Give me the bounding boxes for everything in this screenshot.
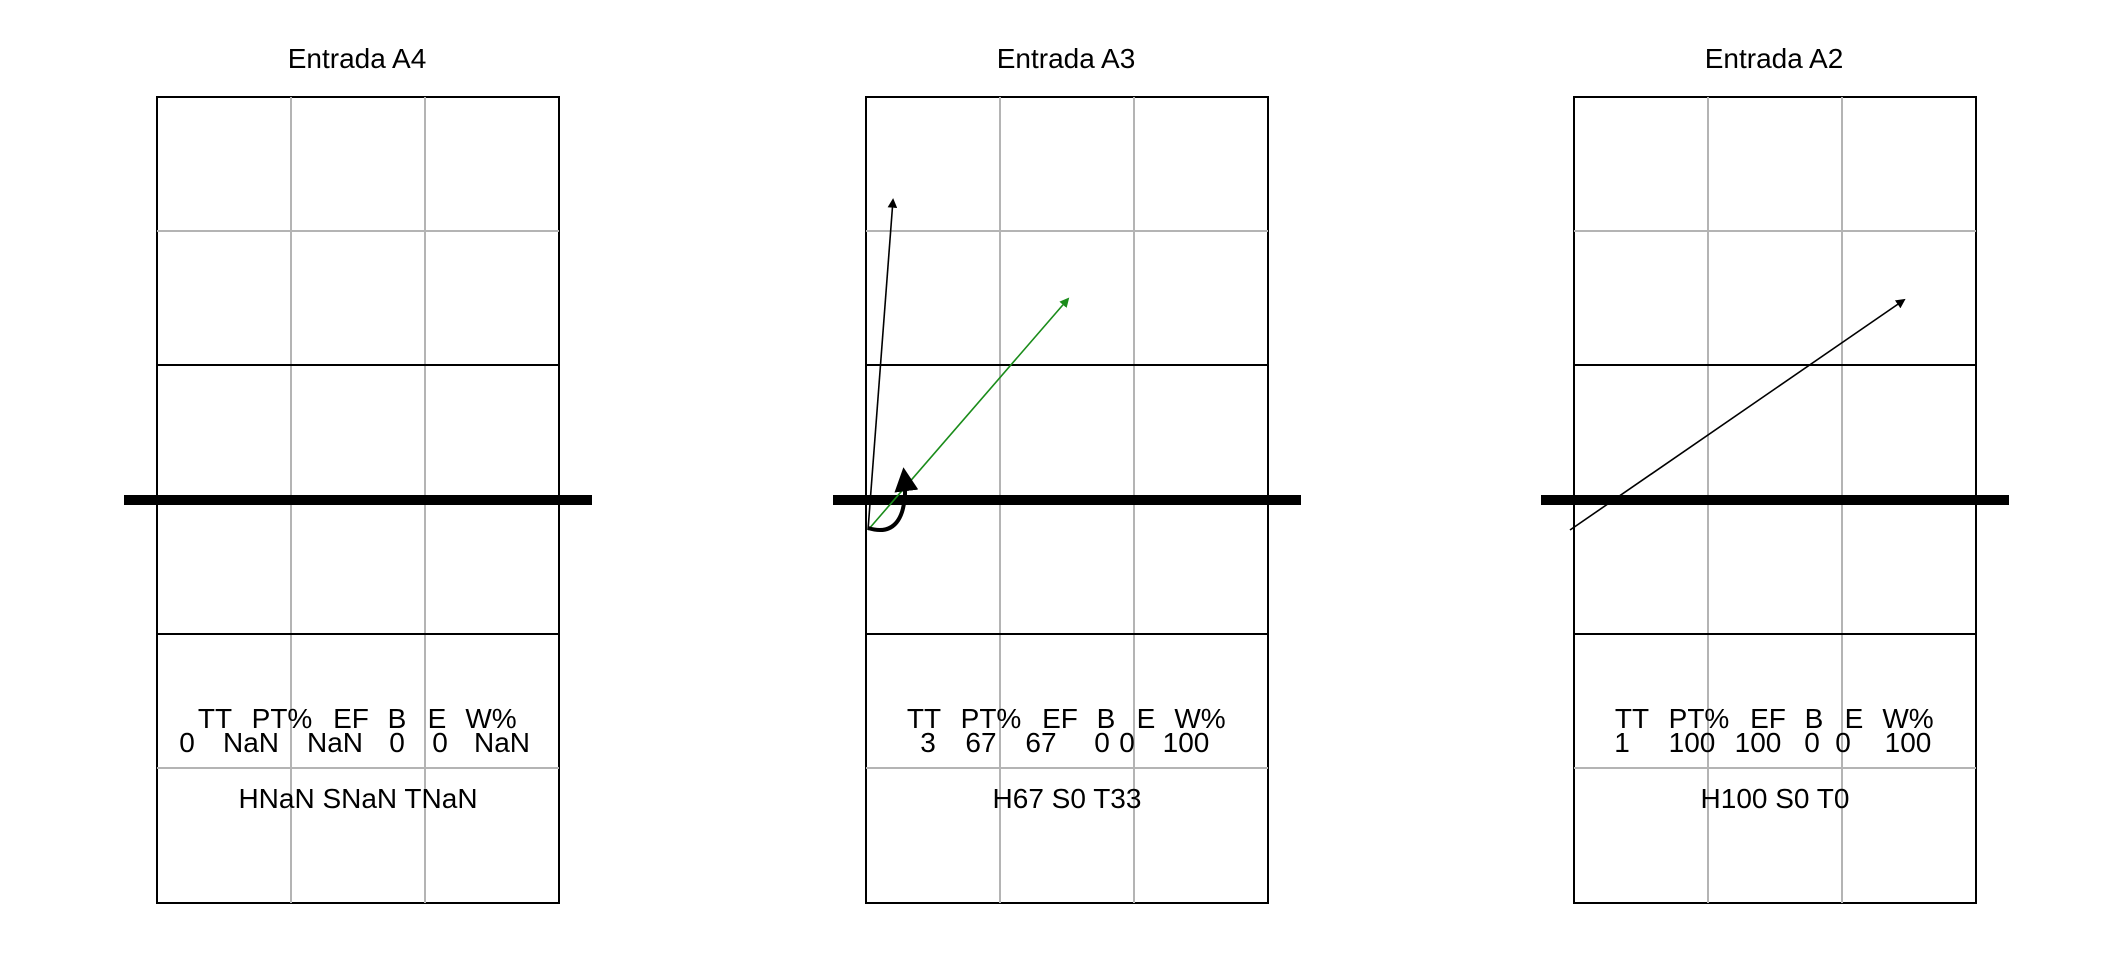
stats-header: TT PT% EF B E W% bbox=[907, 703, 1226, 734]
summary-line: HNaN SNaN TNaN bbox=[238, 783, 477, 814]
svg-text:0: 0 bbox=[1119, 727, 1135, 758]
svg-text:B: B bbox=[388, 703, 407, 734]
panel-entrada-a3: Entrada A3 TT PT% EF B E W% 3 67 6 bbox=[833, 43, 1301, 904]
svg-text:100: 100 bbox=[1735, 727, 1782, 758]
svg-text:0: 0 bbox=[1835, 727, 1851, 758]
svg-text:W%: W% bbox=[1882, 703, 1933, 734]
svg-text:67: 67 bbox=[1025, 727, 1056, 758]
svg-text:NaN: NaN bbox=[223, 727, 279, 758]
attack-arrows bbox=[867, 198, 1070, 532]
summary-line: H100 S0 T0 bbox=[1701, 783, 1850, 814]
svg-text:3: 3 bbox=[920, 727, 936, 758]
attack-arrow-black bbox=[867, 198, 898, 531]
stats-header: TT PT% EF B E W% bbox=[1615, 703, 1934, 734]
stats-values: 3 67 67 0 0 100 bbox=[920, 727, 1209, 758]
svg-text:EF: EF bbox=[333, 703, 369, 734]
svg-text:E: E bbox=[1137, 703, 1156, 734]
svg-text:TT: TT bbox=[907, 703, 941, 734]
svg-text:100: 100 bbox=[1669, 727, 1716, 758]
svg-text:B: B bbox=[1097, 703, 1116, 734]
svg-text:E: E bbox=[428, 703, 447, 734]
panel-title: Entrada A3 bbox=[997, 43, 1136, 74]
svg-text:1: 1 bbox=[1614, 727, 1630, 758]
svg-text:TT: TT bbox=[1615, 703, 1649, 734]
attack-arrows bbox=[1569, 298, 1906, 531]
svg-text:100: 100 bbox=[1885, 727, 1932, 758]
panel-entrada-a2: Entrada A2 TT PT% EF B E W% 1 100 100 0 bbox=[1541, 43, 2009, 904]
attack-arrow-curved bbox=[867, 467, 919, 532]
svg-text:PT%: PT% bbox=[961, 703, 1022, 734]
stats-header: TT PT% EF B E W% bbox=[198, 703, 517, 734]
svg-text:EF: EF bbox=[1042, 703, 1078, 734]
svg-text:TT: TT bbox=[198, 703, 232, 734]
attack-arrow-black bbox=[1569, 298, 1906, 531]
svg-text:67: 67 bbox=[965, 727, 996, 758]
panel-title: Entrada A2 bbox=[1705, 43, 1844, 74]
svg-text:NaN: NaN bbox=[474, 727, 530, 758]
svg-text:0: 0 bbox=[432, 727, 448, 758]
panel-title: Entrada A4 bbox=[288, 43, 427, 74]
court bbox=[124, 96, 592, 904]
svg-text:PT%: PT% bbox=[252, 703, 313, 734]
svg-text:0: 0 bbox=[179, 727, 195, 758]
svg-text:100: 100 bbox=[1163, 727, 1210, 758]
stats-values: 0 NaN NaN 0 0 NaN bbox=[179, 727, 530, 758]
svg-text:0: 0 bbox=[1804, 727, 1820, 758]
court bbox=[1541, 96, 2009, 904]
svg-text:E: E bbox=[1845, 703, 1864, 734]
court bbox=[833, 96, 1301, 904]
svg-text:0: 0 bbox=[1094, 727, 1110, 758]
summary-line: H67 S0 T33 bbox=[993, 783, 1142, 814]
svg-text:W%: W% bbox=[1174, 703, 1225, 734]
svg-text:0: 0 bbox=[389, 727, 405, 758]
svg-text:B: B bbox=[1805, 703, 1824, 734]
stats-values: 1 100 100 0 0 100 bbox=[1614, 727, 1931, 758]
svg-text:EF: EF bbox=[1750, 703, 1786, 734]
panel-entrada-a4: Entrada A4 TT PT% EF B E W% 0 NaN NaN 0 … bbox=[124, 43, 592, 904]
svg-text:PT%: PT% bbox=[1669, 703, 1730, 734]
svg-text:NaN: NaN bbox=[307, 727, 363, 758]
svg-text:W%: W% bbox=[465, 703, 516, 734]
